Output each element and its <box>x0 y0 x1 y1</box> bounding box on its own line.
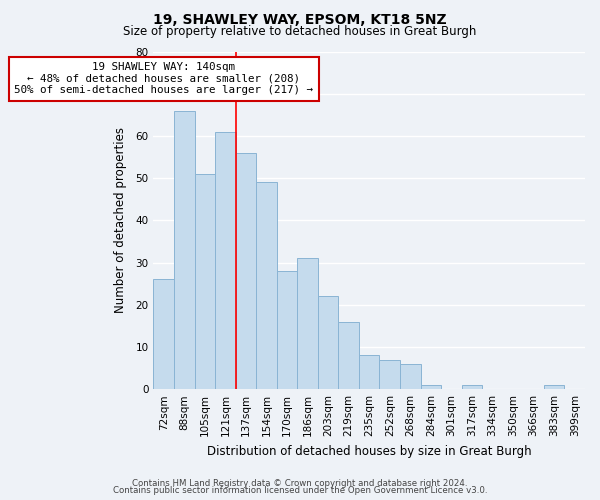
Bar <box>256 182 277 389</box>
Text: 19, SHAWLEY WAY, EPSOM, KT18 5NZ: 19, SHAWLEY WAY, EPSOM, KT18 5NZ <box>153 12 447 26</box>
Text: Size of property relative to detached houses in Great Burgh: Size of property relative to detached ho… <box>124 25 476 38</box>
Bar <box>400 364 421 389</box>
Bar <box>194 174 215 389</box>
Bar <box>359 356 379 389</box>
Bar <box>379 360 400 389</box>
Bar <box>174 110 194 389</box>
Bar <box>544 385 565 389</box>
X-axis label: Distribution of detached houses by size in Great Burgh: Distribution of detached houses by size … <box>207 444 532 458</box>
Text: Contains HM Land Registry data © Crown copyright and database right 2024.: Contains HM Land Registry data © Crown c… <box>132 478 468 488</box>
Text: Contains public sector information licensed under the Open Government Licence v3: Contains public sector information licen… <box>113 486 487 495</box>
Bar <box>421 385 441 389</box>
Text: 19 SHAWLEY WAY: 140sqm
← 48% of detached houses are smaller (208)
50% of semi-de: 19 SHAWLEY WAY: 140sqm ← 48% of detached… <box>14 62 313 96</box>
Bar <box>277 271 297 389</box>
Bar <box>297 258 318 389</box>
Bar <box>461 385 482 389</box>
Y-axis label: Number of detached properties: Number of detached properties <box>114 128 127 314</box>
Bar <box>236 153 256 389</box>
Bar <box>215 132 236 389</box>
Bar <box>318 296 338 389</box>
Bar <box>338 322 359 389</box>
Bar <box>154 280 174 389</box>
